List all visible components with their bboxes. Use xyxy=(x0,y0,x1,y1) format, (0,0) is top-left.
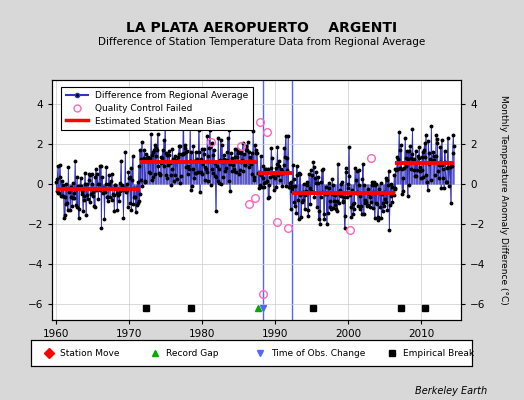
Text: Difference of Station Temperature Data from Regional Average: Difference of Station Temperature Data f… xyxy=(99,37,425,47)
Legend: Difference from Regional Average, Quality Control Failed, Estimated Station Mean: Difference from Regional Average, Qualit… xyxy=(61,87,253,130)
Text: Berkeley Earth: Berkeley Earth xyxy=(415,386,487,396)
Text: Time of Obs. Change: Time of Obs. Change xyxy=(271,348,366,358)
Text: LA PLATA AEROPUERTO    ARGENTI: LA PLATA AEROPUERTO ARGENTI xyxy=(126,21,398,35)
Y-axis label: Monthly Temperature Anomaly Difference (°C): Monthly Temperature Anomaly Difference (… xyxy=(499,95,508,305)
Text: Station Move: Station Move xyxy=(60,348,119,358)
Text: Empirical Break: Empirical Break xyxy=(403,348,475,358)
Text: Record Gap: Record Gap xyxy=(166,348,218,358)
